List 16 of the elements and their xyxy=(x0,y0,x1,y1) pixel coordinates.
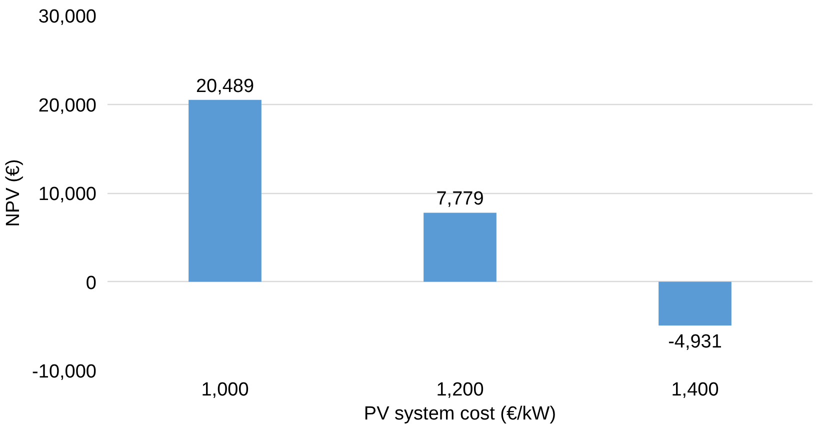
x-axis-title: PV system cost (€/kW) xyxy=(364,404,556,424)
x-tick-label: 1,400 xyxy=(671,380,719,400)
data-label: 7,779 xyxy=(436,188,484,210)
x-tick-label: 1,200 xyxy=(436,380,484,400)
bar xyxy=(658,282,732,326)
y-tick-label: 20,000 xyxy=(38,95,97,116)
y-axis-title: NPV (€) xyxy=(3,159,24,227)
y-tick-label: 30,000 xyxy=(38,6,97,28)
y-tick-label: 0 xyxy=(86,272,97,294)
x-tick-label: 1,000 xyxy=(201,380,249,400)
bar xyxy=(424,212,496,282)
y-tick-label: -10,000 xyxy=(32,362,97,382)
data-label: 20,489 xyxy=(196,76,254,97)
data-label: -4,931 xyxy=(668,332,722,353)
bar xyxy=(188,100,262,282)
y-tick-label: 10,000 xyxy=(38,184,97,205)
